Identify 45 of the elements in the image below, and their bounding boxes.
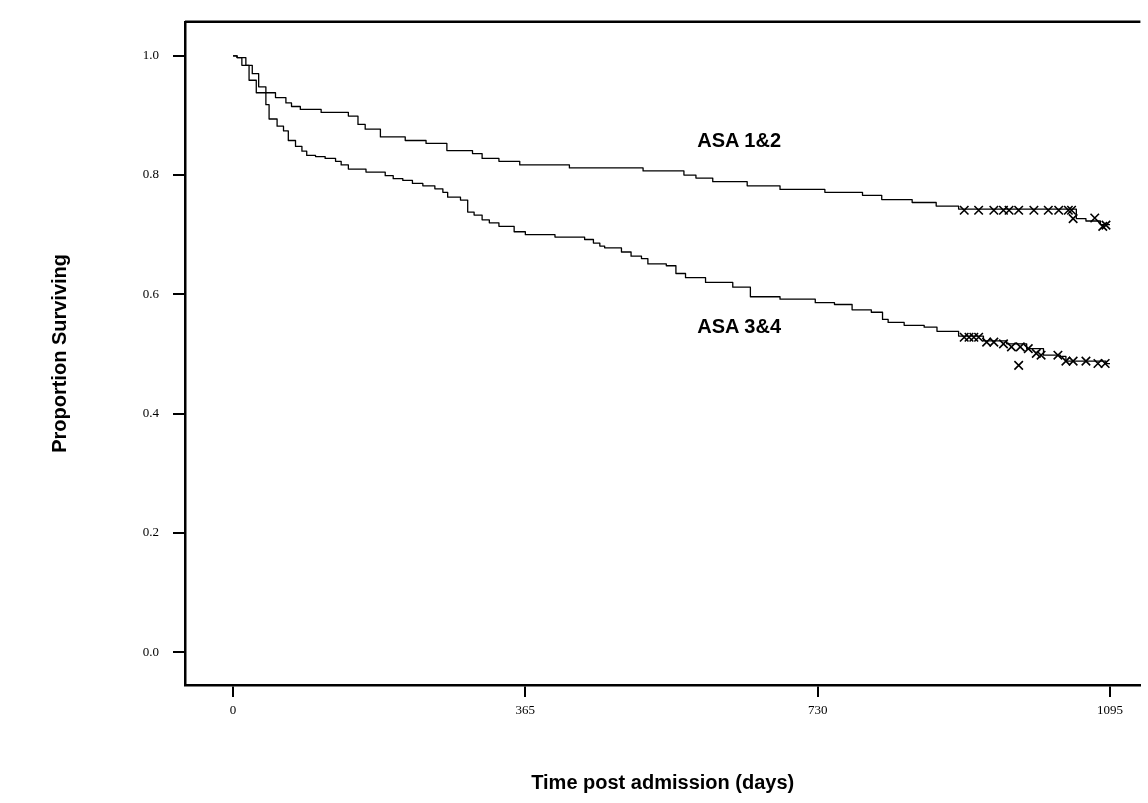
y-tick-label: 0.2 [142, 524, 159, 540]
point [1004, 205, 1015, 216]
x-tick-label: 0 [229, 702, 237, 718]
point [1006, 341, 1017, 352]
series-label: ASA 3&4 [697, 314, 782, 337]
y-axis-title: Proportion Surviving [47, 253, 70, 453]
x-tick-label: 730 [807, 702, 828, 718]
point [1028, 205, 1039, 216]
point [1031, 348, 1042, 359]
point [1036, 350, 1047, 361]
x-tick-label: 365 [515, 702, 536, 718]
point [959, 205, 970, 216]
point [1080, 356, 1091, 367]
y-tick-label: 0.6 [142, 285, 160, 301]
point [998, 205, 1009, 216]
point [1013, 360, 1024, 371]
point [959, 332, 970, 343]
point [1053, 205, 1064, 216]
series-label: ASA 1&2 [697, 129, 781, 152]
point [1060, 356, 1071, 367]
y-tick-label: 0.8 [142, 166, 159, 182]
point [988, 337, 999, 348]
point [1023, 343, 1034, 354]
x-tick-label: 1095 [1096, 702, 1123, 718]
point [998, 338, 1009, 349]
y-tick-label: 0.0 [142, 643, 159, 659]
point [1097, 221, 1108, 232]
point [963, 332, 975, 343]
point [968, 332, 979, 343]
point [1100, 358, 1111, 369]
point [1100, 220, 1112, 231]
y-tick-label: 0.4 [142, 405, 160, 421]
point [1089, 212, 1100, 224]
point [1092, 358, 1103, 369]
point [1043, 205, 1054, 216]
point [981, 337, 992, 348]
point [988, 205, 999, 216]
point [1013, 205, 1024, 216]
point [1015, 341, 1026, 352]
point [973, 205, 984, 216]
y-tick-label: 1.0 [142, 47, 159, 63]
point [1052, 350, 1063, 361]
point [973, 332, 984, 343]
point [1068, 356, 1079, 367]
x-axis-title: Time post admission (days) [531, 770, 795, 793]
